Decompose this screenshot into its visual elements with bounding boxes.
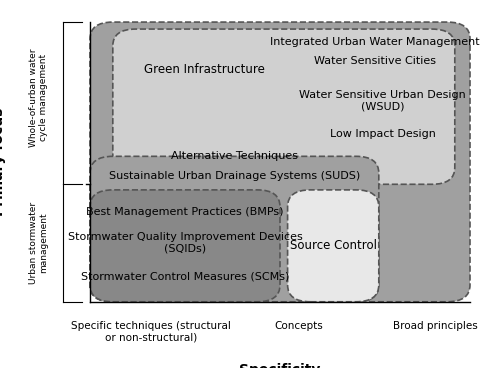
Text: Green Infrastructure: Green Infrastructure <box>144 63 264 76</box>
FancyBboxPatch shape <box>90 156 379 302</box>
Text: Specific techniques (structural
or non-structural): Specific techniques (structural or non-s… <box>71 321 231 343</box>
FancyBboxPatch shape <box>90 190 280 302</box>
FancyBboxPatch shape <box>113 29 455 184</box>
Text: Whole-of-urban water
cycle management: Whole-of-urban water cycle management <box>29 48 48 147</box>
FancyBboxPatch shape <box>288 190 379 302</box>
Text: Stormwater Control Measures (SCMs): Stormwater Control Measures (SCMs) <box>81 272 289 282</box>
Text: Water Sensitive Cities: Water Sensitive Cities <box>314 56 436 66</box>
Text: Integrated Urban Water Management: Integrated Urban Water Management <box>270 37 480 47</box>
Text: Stormwater Quality Improvement Devices
(SQIDs): Stormwater Quality Improvement Devices (… <box>68 232 302 254</box>
Text: Best Management Practices (BMPs): Best Management Practices (BMPs) <box>86 207 284 217</box>
Text: Broad principles: Broad principles <box>394 321 478 331</box>
Text: Alternative Techniques: Alternative Techniques <box>171 151 298 161</box>
Text: Sustainable Urban Drainage Systems (SUDS): Sustainable Urban Drainage Systems (SUDS… <box>109 171 360 181</box>
Text: Specificity: Specificity <box>240 363 320 368</box>
FancyBboxPatch shape <box>90 22 470 302</box>
Text: Urban stormwater
management: Urban stormwater management <box>29 202 48 284</box>
Text: Low Impact Design: Low Impact Design <box>330 129 436 139</box>
Text: Water Sensitive Urban Design
(WSUD): Water Sensitive Urban Design (WSUD) <box>299 89 466 111</box>
Text: Primary focus: Primary focus <box>0 108 6 216</box>
Text: Source Control: Source Control <box>290 239 376 252</box>
Text: Concepts: Concepts <box>274 321 324 331</box>
